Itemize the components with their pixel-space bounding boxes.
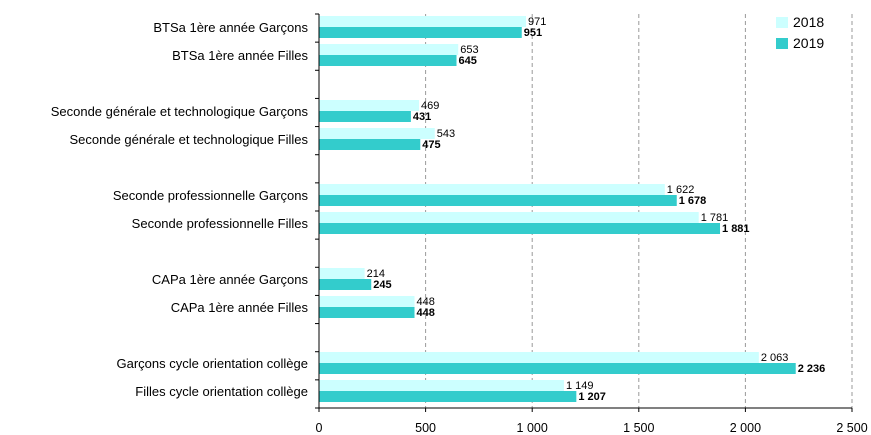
category-label: Seconde générale et technologique Garçon… bbox=[51, 104, 309, 119]
bar-2018 bbox=[319, 268, 365, 279]
bar-2018 bbox=[319, 44, 459, 55]
bar-2019 bbox=[319, 363, 796, 374]
bar-2019 bbox=[319, 279, 372, 290]
data-label-2019: 1 678 bbox=[679, 195, 707, 207]
data-label-2018: 653 bbox=[460, 44, 478, 56]
bar-2018 bbox=[319, 184, 665, 195]
bar-2018 bbox=[319, 212, 699, 223]
category-label: Seconde générale et technologique Filles bbox=[69, 132, 308, 147]
category-label: BTSa 1ère année Filles bbox=[172, 48, 308, 63]
gridlines bbox=[425, 14, 853, 408]
data-label-2019: 951 bbox=[524, 27, 542, 39]
x-tick-label: 500 bbox=[415, 421, 436, 435]
category-label: Garçons cycle orientation collège bbox=[117, 356, 309, 371]
legend: 2018 2019 bbox=[776, 14, 824, 51]
category-label: BTSa 1ère année Garçons bbox=[153, 20, 308, 35]
data-label-2019: 431 bbox=[413, 111, 431, 123]
bar-2018 bbox=[319, 100, 419, 111]
category-label: CAPa 1ère année Filles bbox=[171, 300, 309, 315]
data-label-2018: 1 622 bbox=[667, 184, 695, 196]
data-label-2019: 448 bbox=[417, 307, 435, 319]
category-label: CAPa 1ère année Garçons bbox=[152, 272, 309, 287]
bar-2018 bbox=[319, 128, 435, 139]
bar-2018 bbox=[319, 296, 415, 307]
data-label-2019: 245 bbox=[373, 279, 391, 291]
bar-2019 bbox=[319, 139, 421, 150]
data-label-2018: 543 bbox=[437, 128, 455, 140]
bar-2019 bbox=[319, 307, 415, 318]
data-label-2019: 645 bbox=[459, 55, 477, 67]
bar-2019 bbox=[319, 223, 721, 234]
x-tick-label: 1 000 bbox=[517, 421, 548, 435]
legend-label: 2018 bbox=[793, 14, 824, 30]
bar-2019 bbox=[319, 111, 411, 122]
x-tick-label: 2 500 bbox=[836, 421, 867, 435]
data-label-2018: 469 bbox=[421, 100, 439, 112]
x-tick-label: 1 500 bbox=[623, 421, 654, 435]
data-label-2019: 1 207 bbox=[578, 391, 606, 403]
bar-2019 bbox=[319, 195, 677, 206]
bar-2019 bbox=[319, 27, 522, 38]
data-label-2018: 448 bbox=[417, 296, 435, 308]
axes: BTSa 1ère année Garçons BTSa 1ère année F… bbox=[51, 13, 868, 435]
data-label-2018: 1 149 bbox=[566, 380, 594, 392]
category-label: Seconde professionnelle Garçons bbox=[113, 188, 309, 203]
bar-2018 bbox=[319, 352, 759, 363]
bar-2018 bbox=[319, 380, 564, 391]
legend-label: 2019 bbox=[793, 35, 824, 51]
data-label-2018: 214 bbox=[367, 268, 385, 280]
bar-2018 bbox=[319, 16, 527, 27]
bar-2019 bbox=[319, 55, 457, 66]
legend-swatch bbox=[776, 38, 788, 49]
data-label-2018: 1 781 bbox=[701, 212, 729, 224]
x-tick-label: 0 bbox=[316, 421, 323, 435]
legend-swatch bbox=[776, 17, 788, 28]
category-label: Seconde professionnelle Filles bbox=[132, 216, 309, 231]
data-label-2019: 475 bbox=[422, 139, 440, 151]
data-label-2019: 2 236 bbox=[798, 363, 826, 375]
data-label-2018: 2 063 bbox=[761, 352, 789, 364]
data-label-2019: 1 881 bbox=[722, 223, 750, 235]
category-label: Filles cycle orientation collège bbox=[135, 384, 308, 399]
x-tick-label: 2 000 bbox=[730, 421, 761, 435]
data-label-2018: 971 bbox=[528, 16, 546, 28]
bar-2019 bbox=[319, 391, 577, 402]
